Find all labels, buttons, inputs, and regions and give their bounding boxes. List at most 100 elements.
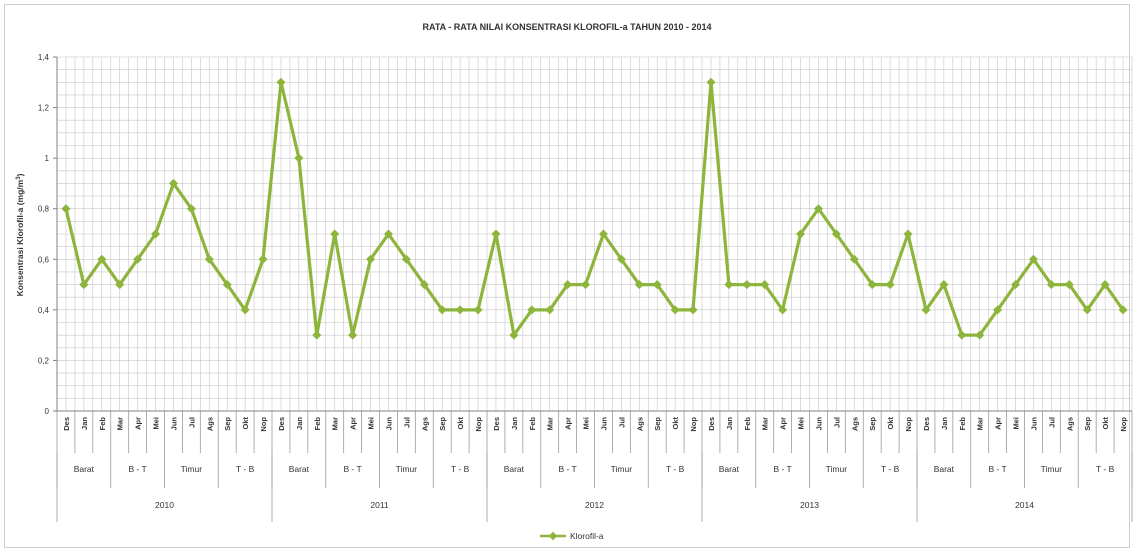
y-axis-label-superscript: 3 xyxy=(16,176,22,180)
y-axis-label-end: ) xyxy=(15,173,25,176)
y-tick-label: 1,2 xyxy=(38,104,50,113)
data-point xyxy=(222,280,232,290)
data-point xyxy=(849,254,859,264)
data-point xyxy=(330,229,340,239)
x-group-label-season: B - T xyxy=(558,464,576,474)
x-group-label-season: Barat xyxy=(74,464,95,474)
y-tick-label: 0,6 xyxy=(38,255,50,264)
y-tick-label: 0,4 xyxy=(38,306,50,315)
series-line xyxy=(64,80,1125,337)
x-tick-label-month: Jan xyxy=(295,417,304,430)
data-point xyxy=(294,153,304,163)
x-tick-label-month: Okt xyxy=(241,417,250,430)
x-tick-label-month: Jan xyxy=(510,417,519,430)
y-tick-label: 0 xyxy=(45,407,50,416)
x-tick-label-month: Jan xyxy=(725,417,734,430)
chart-frame xyxy=(4,4,1130,548)
x-tick-label-month: Mei xyxy=(152,417,161,430)
data-point xyxy=(348,330,358,340)
x-axis-categories: Des Jan Feb Mar Apr Mei Jun Jul Ags Sep Okt Nop Des J… xyxy=(56,411,1133,522)
y-tick-label: 1,4 xyxy=(38,53,50,62)
x-tick-label-month: Mei xyxy=(1012,417,1021,430)
x-tick-label-month: Des xyxy=(277,417,286,431)
data-point xyxy=(813,204,823,214)
x-group-label-season: Timur xyxy=(181,464,203,474)
x-tick-label-month: Jul xyxy=(402,417,411,428)
x-tick-label-month: Apr xyxy=(994,417,1003,430)
legend-label: Klorofil-a xyxy=(570,531,604,541)
x-group-label-season: Barat xyxy=(504,464,525,474)
data-point xyxy=(115,280,125,290)
x-tick-label-month: Mei xyxy=(582,417,591,430)
x-tick-label-month: Nop xyxy=(1119,417,1128,432)
x-group-label-year: 2011 xyxy=(370,500,389,510)
x-tick-label-month: Ags xyxy=(635,417,644,431)
data-point xyxy=(957,330,967,340)
x-tick-label-month: Ags xyxy=(205,417,214,431)
x-group-label-year: 2013 xyxy=(800,500,819,510)
grid xyxy=(56,56,1133,412)
chart-title: RATA - RATA NILAI KONSENTRASI KLOROFIL-a… xyxy=(422,22,711,32)
data-point xyxy=(509,330,519,340)
x-tick-label-month: Jun xyxy=(599,417,608,431)
x-group-label-season: Timur xyxy=(1041,464,1063,474)
x-tick-label-month: Feb xyxy=(958,417,967,431)
data-point xyxy=(312,330,322,340)
x-tick-label-month: Des xyxy=(62,417,71,431)
y-tick-label: 0,2 xyxy=(38,356,50,365)
y-tick-label: 0,8 xyxy=(38,205,50,214)
legend-marker-icon xyxy=(548,531,558,541)
x-group-label-year: 2014 xyxy=(1015,500,1034,510)
data-point xyxy=(652,280,662,290)
x-group-label-season: B - T xyxy=(343,464,361,474)
x-group-label-season: T - B xyxy=(451,464,470,474)
x-group-label-season: T - B xyxy=(666,464,685,474)
x-group-label-year: 2010 xyxy=(155,500,174,510)
data-point xyxy=(455,305,465,315)
data-point xyxy=(616,254,626,264)
x-tick-label-month: Mar xyxy=(546,417,555,430)
x-group-label-season: T - B xyxy=(236,464,255,474)
series-klorofil-a xyxy=(61,77,1128,340)
x-tick-label-month: Nop xyxy=(259,417,268,432)
y-axis-ticks: 0 0,2 0,4 0,6 0,8 1 1,2 1,4 xyxy=(38,53,57,416)
x-group-label-season: Timur xyxy=(611,464,633,474)
x-tick-label-month: Mar xyxy=(976,417,985,430)
x-group-label-season: B - T xyxy=(773,464,791,474)
x-tick-label-month: Apr xyxy=(779,417,788,430)
x-tick-label-month: Ags xyxy=(850,417,859,431)
data-point xyxy=(276,77,286,87)
x-tick-label-month: Nop xyxy=(474,417,483,432)
legend: Klorofil-a xyxy=(540,531,604,541)
x-group-label-year: 2012 xyxy=(585,500,604,510)
x-group-label-season: Barat xyxy=(289,464,310,474)
x-tick-label-month: Jul xyxy=(1047,417,1056,428)
data-point xyxy=(598,229,608,239)
x-tick-label-month: Mei xyxy=(797,417,806,430)
x-group-label-season: B - T xyxy=(988,464,1006,474)
data-point xyxy=(97,254,107,264)
x-tick-label-month: Feb xyxy=(743,417,752,431)
y-tick-label: 1 xyxy=(45,154,50,163)
x-group-label-season: T - B xyxy=(1096,464,1115,474)
x-tick-label-month: Mar xyxy=(331,417,340,430)
x-tick-label-month: Apr xyxy=(134,417,143,430)
data-point xyxy=(186,204,196,214)
x-tick-label-month: Jul xyxy=(832,417,841,428)
data-point xyxy=(61,204,71,214)
data-point xyxy=(168,178,178,188)
x-group-label-season: Barat xyxy=(934,464,955,474)
x-tick-label-month: Mar xyxy=(761,417,770,430)
data-point xyxy=(706,77,716,87)
x-tick-label-month: Jun xyxy=(1029,417,1038,431)
x-tick-label-month: Sep xyxy=(653,417,662,431)
data-point xyxy=(473,305,483,315)
data-point xyxy=(975,330,985,340)
data-point xyxy=(258,254,268,264)
x-tick-label-month: Nop xyxy=(904,417,913,432)
data-point xyxy=(581,280,591,290)
x-tick-label-month: Jul xyxy=(187,417,196,428)
x-tick-label-month: Sep xyxy=(868,417,877,431)
data-point xyxy=(921,305,931,315)
